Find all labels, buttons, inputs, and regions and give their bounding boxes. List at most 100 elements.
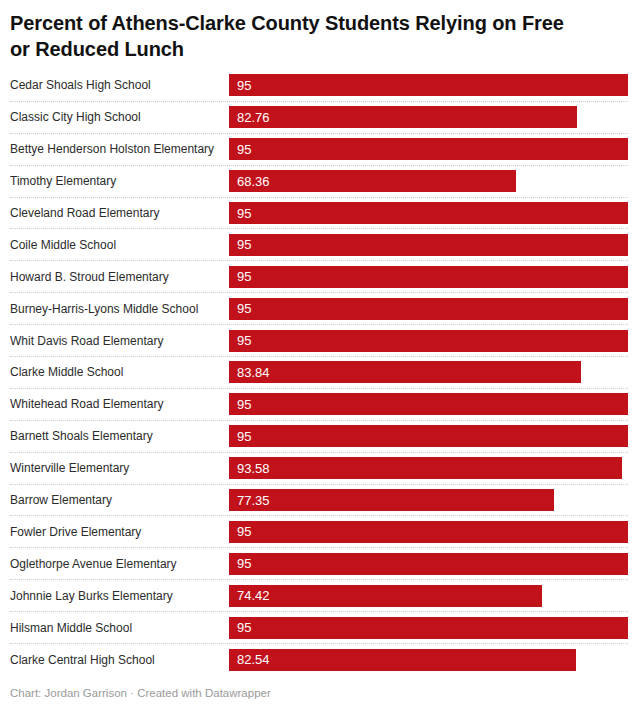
bar-track: 95 [229, 202, 628, 224]
bar-track: 95 [229, 521, 628, 543]
value-label: 95 [229, 301, 251, 316]
chart-title-line-2: or Reduced Lunch [10, 36, 628, 62]
bar: 95 [229, 521, 628, 543]
bar: 95 [229, 266, 628, 288]
bar: 95 [229, 393, 628, 415]
bar-track: 95 [229, 298, 628, 320]
category-label: Clarke Central High School [10, 653, 229, 667]
chart-row: Howard B. Stroud Elementary 95 [10, 261, 628, 293]
value-label: 95 [229, 206, 251, 221]
value-label: 95 [229, 269, 251, 284]
category-label: Winterville Elementary [10, 461, 229, 475]
bar-track: 95 [229, 266, 628, 288]
bar: 95 [229, 138, 628, 160]
category-label: Timothy Elementary [10, 174, 229, 188]
category-label: Classic City High School [10, 110, 229, 124]
chart-row: Winterville Elementary 93.58 [10, 453, 628, 485]
chart-row: Hilsman Middle School 95 [10, 612, 628, 644]
value-label: 95 [229, 429, 251, 444]
bar: 95 [229, 553, 628, 575]
bar-track: 95 [229, 553, 628, 575]
bar: 95 [229, 74, 628, 96]
value-label: 95 [229, 237, 251, 252]
chart-row: Coile Middle School 95 [10, 229, 628, 261]
category-label: Coile Middle School [10, 238, 229, 252]
bar-track: 95 [229, 425, 628, 447]
category-label: Clarke Middle School [10, 365, 229, 379]
category-label: Fowler Drive Elementary [10, 525, 229, 539]
category-label: Burney-Harris-Lyons Middle School [10, 302, 229, 316]
chart-row: Cedar Shoals High School 95 [10, 70, 628, 102]
chart-row: Bettye Henderson Holston Elementary 95 [10, 134, 628, 166]
bar-track: 68.36 [229, 170, 628, 192]
value-label: 68.36 [229, 174, 270, 189]
chart-row: Oglethorpe Avenue Elementary 95 [10, 548, 628, 580]
chart-title-line-1: Percent of Athens-Clarke County Students… [10, 10, 628, 36]
value-label: 82.76 [229, 110, 270, 125]
value-label: 93.58 [229, 461, 270, 476]
value-label: 83.84 [229, 365, 270, 380]
bar-track: 77.35 [229, 489, 628, 511]
value-label: 95 [229, 333, 251, 348]
bar-track: 93.58 [229, 457, 628, 479]
bar: 95 [229, 425, 628, 447]
bar: 95 [229, 234, 628, 256]
bar-chart: Cedar Shoals High School 95 Classic City… [10, 70, 628, 676]
bar-track: 82.76 [229, 106, 628, 128]
category-label: Whitehead Road Elementary [10, 397, 229, 411]
category-label: Whit Davis Road Elementary [10, 334, 229, 348]
value-label: 95 [229, 620, 251, 635]
category-label: Bettye Henderson Holston Elementary [10, 142, 229, 156]
value-label: 74.42 [229, 588, 270, 603]
bar-track: 95 [229, 330, 628, 352]
value-label: 95 [229, 142, 251, 157]
bar: 77.35 [229, 489, 554, 511]
chart-title: Percent of Athens-Clarke County Students… [10, 10, 628, 62]
chart-row: Timothy Elementary 68.36 [10, 166, 628, 198]
chart-row: Johnnie Lay Burks Elementary 74.42 [10, 580, 628, 612]
bar: 93.58 [229, 457, 622, 479]
chart-row: Fowler Drive Elementary 95 [10, 516, 628, 548]
chart-row: Whitehead Road Elementary 95 [10, 389, 628, 421]
chart-row: Clarke Central High School 82.54 [10, 644, 628, 676]
chart-row: Cleveland Road Elementary 95 [10, 198, 628, 230]
chart-row: Barrow Elementary 77.35 [10, 485, 628, 517]
chart-credit: Chart: Jordan Garrison · Created with Da… [10, 687, 628, 699]
category-label: Oglethorpe Avenue Elementary [10, 557, 229, 571]
category-label: Barnett Shoals Elementary [10, 429, 229, 443]
bar: 95 [229, 617, 628, 639]
bar-track: 95 [229, 617, 628, 639]
bar: 74.42 [229, 585, 542, 607]
value-label: 95 [229, 78, 251, 93]
category-label: Cedar Shoals High School [10, 78, 229, 92]
value-label: 95 [229, 524, 251, 539]
bar-track: 82.54 [229, 649, 628, 671]
category-label: Barrow Elementary [10, 493, 229, 507]
bar-track: 95 [229, 393, 628, 415]
category-label: Cleveland Road Elementary [10, 206, 229, 220]
chart-container: Percent of Athens-Clarke County Students… [0, 0, 636, 708]
bar-track: 95 [229, 234, 628, 256]
bar-track: 95 [229, 74, 628, 96]
chart-row: Burney-Harris-Lyons Middle School 95 [10, 293, 628, 325]
bar: 95 [229, 298, 628, 320]
bar: 83.84 [229, 361, 581, 383]
bar: 95 [229, 202, 628, 224]
value-label: 95 [229, 397, 251, 412]
bar-track: 74.42 [229, 585, 628, 607]
chart-row: Classic City High School 82.76 [10, 102, 628, 134]
chart-row: Barnett Shoals Elementary 95 [10, 421, 628, 453]
bar-track: 95 [229, 138, 628, 160]
category-label: Howard B. Stroud Elementary [10, 270, 229, 284]
chart-row: Whit Davis Road Elementary 95 [10, 325, 628, 357]
bar: 95 [229, 330, 628, 352]
value-label: 95 [229, 556, 251, 571]
chart-row: Clarke Middle School 83.84 [10, 357, 628, 389]
value-label: 77.35 [229, 493, 270, 508]
category-label: Hilsman Middle School [10, 621, 229, 635]
bar: 82.76 [229, 106, 577, 128]
bar: 82.54 [229, 649, 576, 671]
value-label: 82.54 [229, 652, 270, 667]
bar: 68.36 [229, 170, 516, 192]
bar-track: 83.84 [229, 361, 628, 383]
